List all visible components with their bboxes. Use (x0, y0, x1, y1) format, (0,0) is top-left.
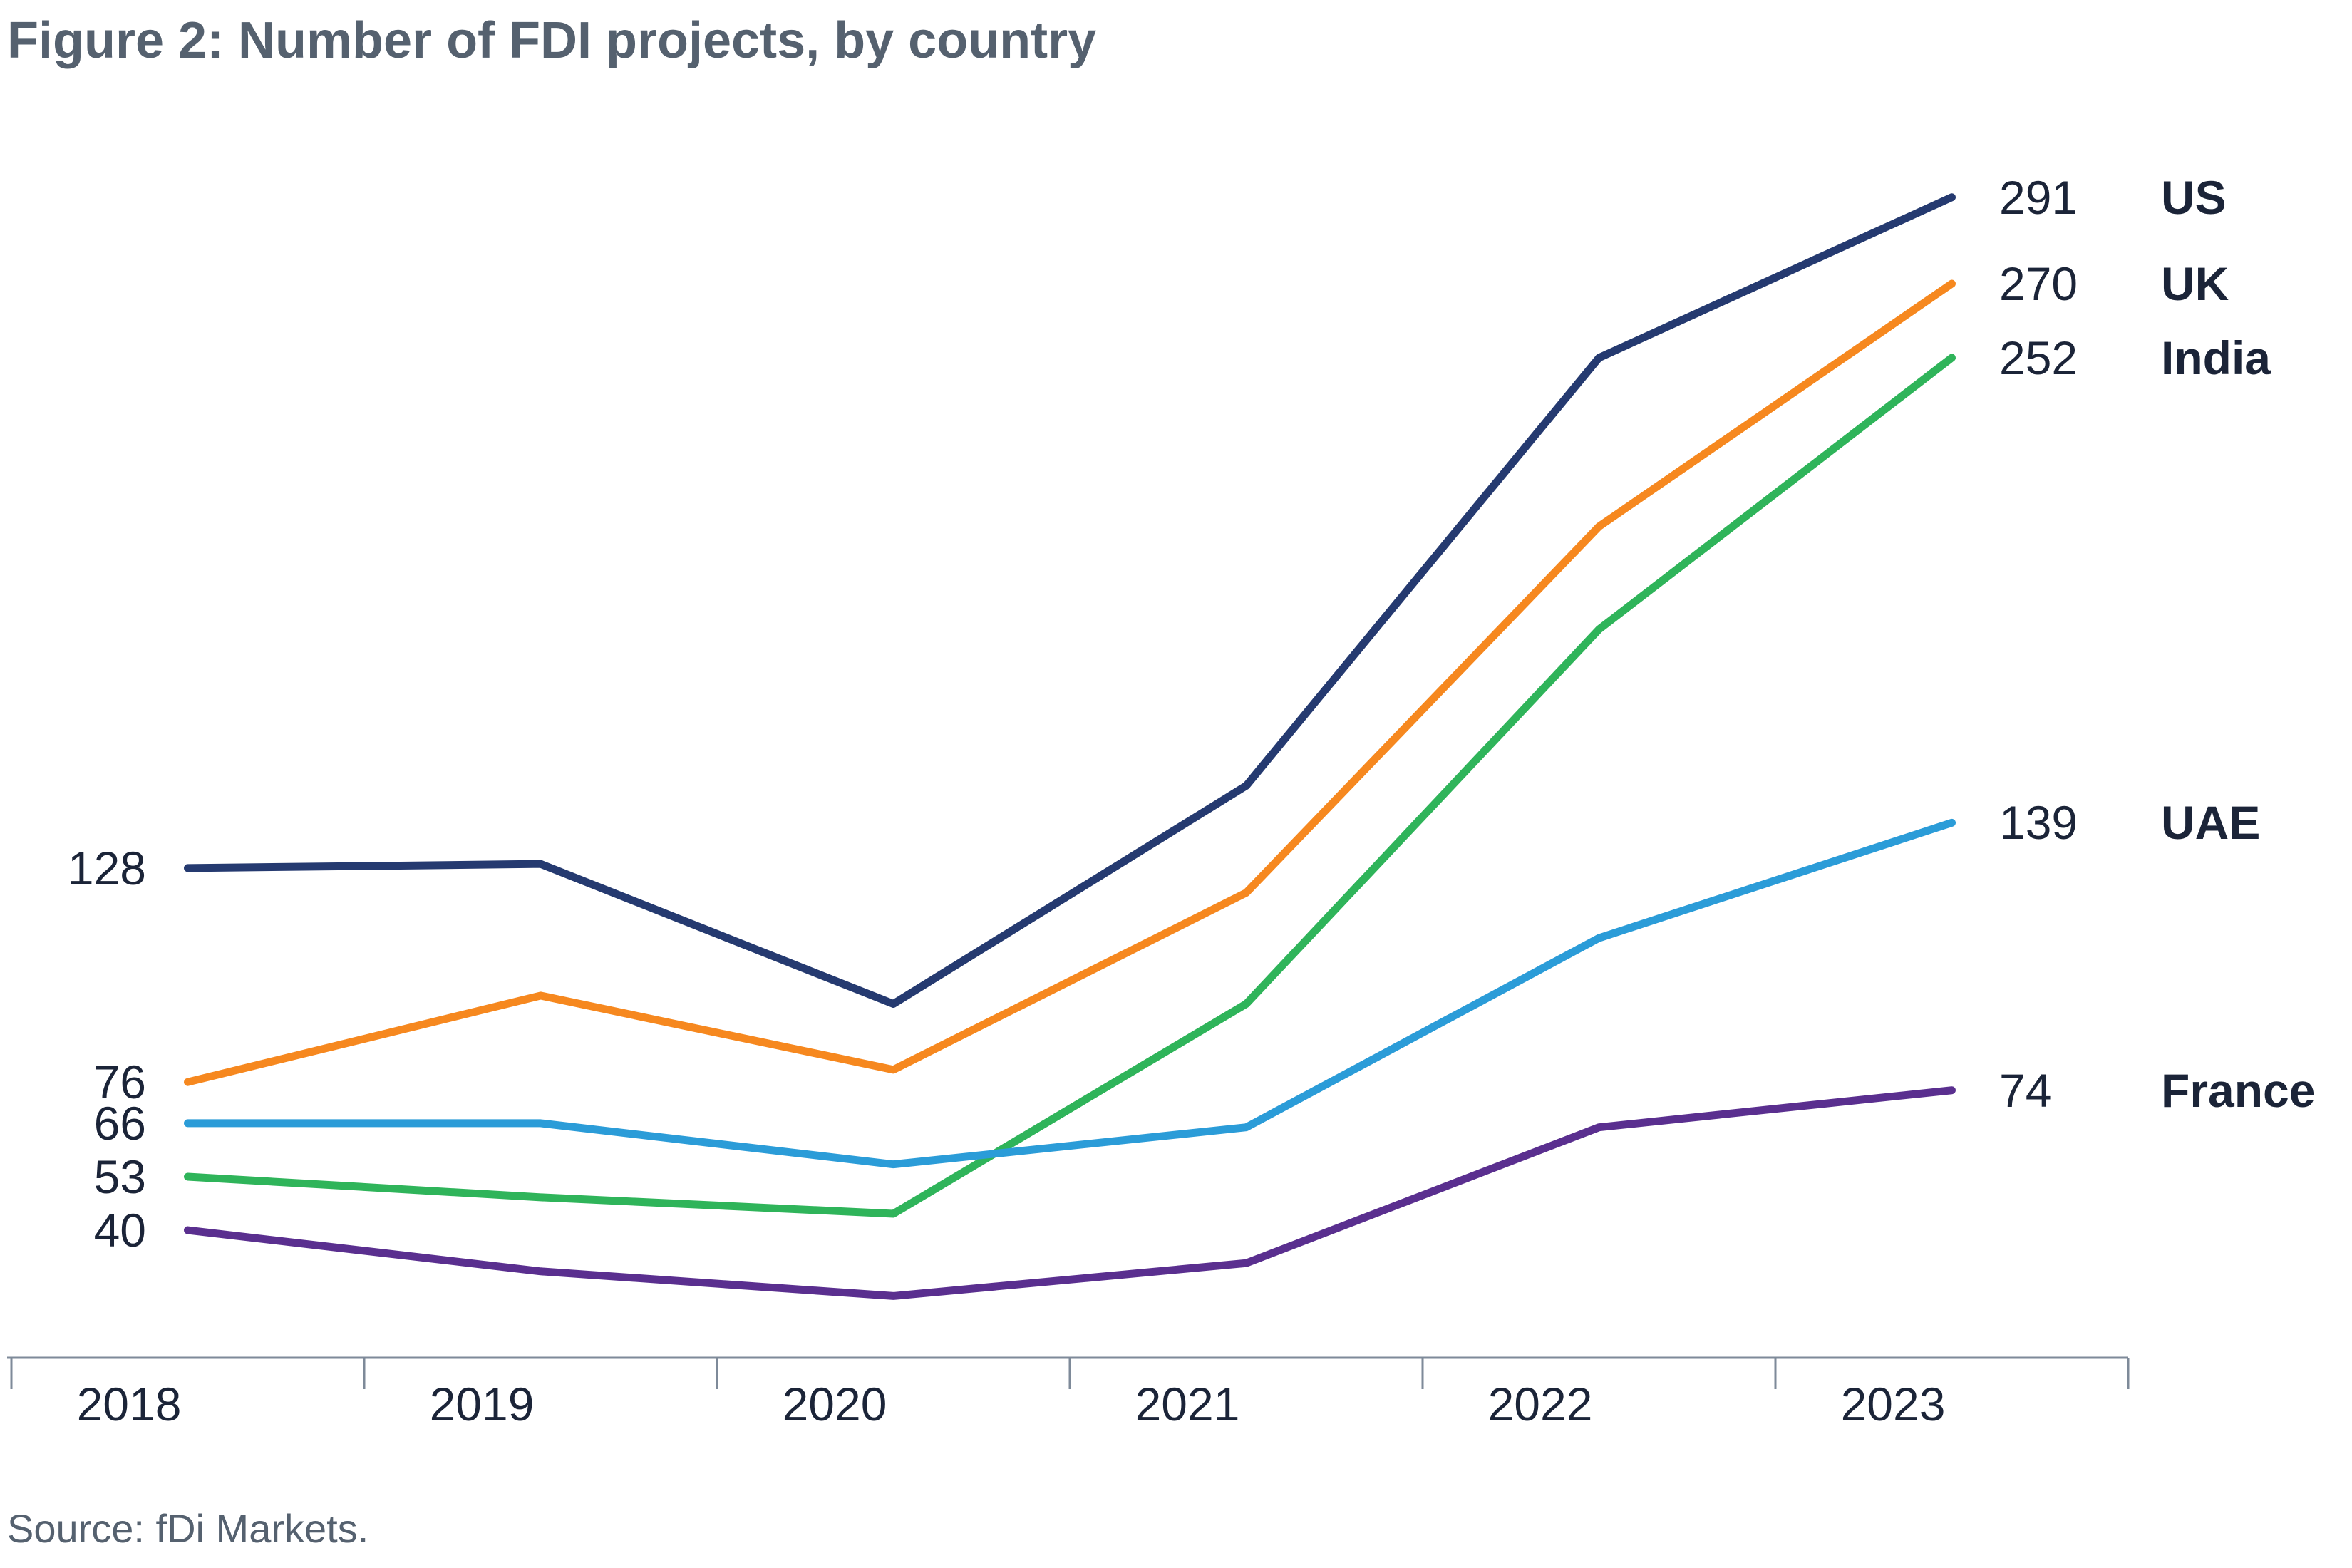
left-value-label-US: 128 (67, 841, 146, 894)
right-value-label-France: 74 (1999, 1063, 2052, 1117)
source-note: Source: fDi Markets. (7, 1506, 369, 1551)
right-value-label-US: 291 (1999, 170, 2078, 224)
x-tick-label-2021: 2021 (1135, 1378, 1240, 1430)
x-tick-label-2022: 2022 (1487, 1378, 1593, 1430)
series-line-US (184, 193, 1956, 1008)
right-value-label-UK: 270 (1999, 257, 2078, 311)
series-name-label-UK: UK (2161, 257, 2229, 311)
series-line-India (184, 354, 1956, 1218)
x-axis (7, 1356, 2130, 1389)
right-value-label-India: 252 (1999, 331, 2078, 384)
page-title: Figure 2: Number of FDI projects, by cou… (7, 12, 1097, 69)
right-value-label-UAE: 139 (1999, 796, 2078, 850)
left-value-label-France: 40 (93, 1204, 146, 1257)
series-name-label-India: India (2161, 331, 2271, 384)
left-value-label-India: 53 (93, 1150, 146, 1203)
left-value-label-UAE: 66 (93, 1096, 146, 1150)
x-tick-label-2020: 2020 (782, 1378, 887, 1430)
series-name-label-US: US (2161, 170, 2227, 224)
series-name-label-UAE: UAE (2161, 796, 2261, 850)
left-value-label-UK: 76 (93, 1056, 146, 1109)
series-line-UAE (184, 818, 1956, 1169)
series-line-UK (184, 279, 1956, 1086)
x-tick-label-2023: 2023 (1840, 1378, 1946, 1430)
series-line-France (184, 1086, 1956, 1300)
x-tick-label-2018: 2018 (76, 1378, 182, 1430)
series-lines (184, 193, 1956, 1300)
series-name-label-France: France (2161, 1063, 2316, 1117)
x-tick-label-2019: 2019 (429, 1378, 535, 1430)
